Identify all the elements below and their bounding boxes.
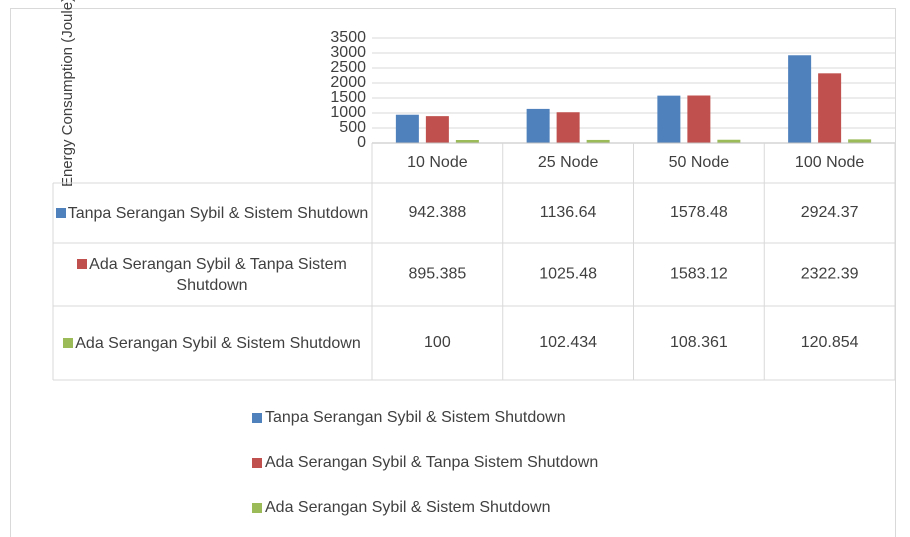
legend-label: Ada Serangan Sybil & Sistem Shutdown — [265, 499, 551, 516]
table-row-label: Ada Serangan Sybil & Tanpa Sistem Shutdo… — [53, 243, 371, 306]
bar — [848, 139, 872, 143]
y-tick-label: 2500 — [330, 59, 366, 76]
y-axis-label: Energy Consumption (Joule) — [59, 0, 76, 187]
bar — [526, 108, 550, 143]
legend-key — [252, 458, 262, 468]
x-tick-label: 100 Node — [795, 154, 864, 171]
row-label-text: Ada Serangan Sybil & Sistem Shutdown — [75, 334, 361, 352]
y-tick-label: 500 — [339, 119, 366, 136]
row-label: Tanpa Serangan Sybil & Sistem Shutdown — [53, 183, 371, 243]
table-cell: 102.434 — [539, 334, 597, 351]
bar — [455, 140, 479, 143]
bar — [788, 55, 812, 143]
table-cell: 2322.39 — [801, 266, 859, 283]
bar — [425, 116, 449, 143]
legend-key — [77, 258, 88, 269]
y-tick-label: 1000 — [330, 104, 366, 121]
bar — [818, 73, 842, 143]
legend-key — [55, 207, 66, 218]
row-label: Ada Serangan Sybil & Sistem Shutdown — [53, 306, 371, 380]
table-cell: 1025.48 — [539, 266, 597, 283]
legend-key — [252, 503, 262, 513]
row-label: Ada Serangan Sybil & Tanpa Sistem Shutdo… — [53, 243, 371, 306]
table-cell: 1578.48 — [670, 204, 728, 221]
legend-label: Tanpa Serangan Sybil & Sistem Shutdown — [265, 409, 566, 426]
legend-key — [63, 337, 74, 348]
bar — [657, 95, 681, 143]
x-tick-label: 50 Node — [669, 154, 730, 171]
row-label-text: Tanpa Serangan Sybil & Sistem Shutdown — [67, 204, 369, 222]
bar — [586, 139, 610, 143]
table-cell: 120.854 — [801, 334, 859, 351]
x-tick-label: 10 Node — [407, 154, 468, 171]
table-cell: 1136.64 — [540, 204, 597, 221]
y-tick-label: 3000 — [330, 44, 366, 61]
table-cell: 100 — [424, 334, 451, 351]
legend-label: Ada Serangan Sybil & Tanpa Sistem Shutdo… — [265, 454, 598, 471]
table-cell: 108.361 — [670, 334, 728, 351]
row-label-text: Ada Serangan Sybil & Tanpa Sistem Shutdo… — [89, 255, 347, 294]
y-tick-label: 3500 — [330, 29, 366, 46]
legend-key — [252, 413, 262, 423]
table-cell: 895.385 — [408, 266, 466, 283]
y-tick-label: 0 — [357, 134, 366, 151]
table-cell: 2924.37 — [801, 204, 859, 221]
x-tick-label: 25 Node — [538, 154, 599, 171]
table-cell: 942.388 — [408, 204, 466, 221]
bar — [556, 112, 580, 143]
table-row-label: Ada Serangan Sybil & Sistem Shutdown — [53, 306, 371, 380]
y-tick-label: 1500 — [330, 89, 366, 106]
bar — [687, 95, 711, 143]
bar — [395, 114, 419, 143]
table-row-label: Tanpa Serangan Sybil & Sistem Shutdown — [53, 183, 371, 243]
table-cell: 1583.12 — [670, 266, 728, 283]
bar — [717, 139, 741, 143]
y-tick-label: 2000 — [330, 74, 366, 91]
